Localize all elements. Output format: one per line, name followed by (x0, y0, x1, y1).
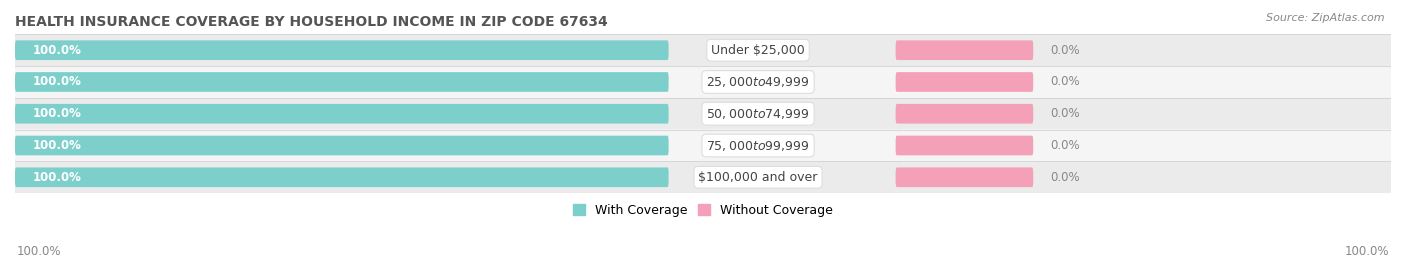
FancyBboxPatch shape (15, 98, 1391, 130)
Text: 100.0%: 100.0% (32, 107, 82, 120)
FancyBboxPatch shape (896, 136, 1033, 155)
FancyBboxPatch shape (15, 161, 1391, 193)
Text: 100.0%: 100.0% (17, 245, 62, 258)
Text: Under $25,000: Under $25,000 (711, 44, 804, 57)
Text: 0.0%: 0.0% (1050, 107, 1080, 120)
FancyBboxPatch shape (896, 104, 1033, 123)
Text: $100,000 and over: $100,000 and over (699, 171, 818, 184)
FancyBboxPatch shape (896, 167, 1033, 187)
Text: $50,000 to $74,999: $50,000 to $74,999 (706, 107, 810, 121)
FancyBboxPatch shape (15, 167, 669, 187)
Text: 0.0%: 0.0% (1050, 139, 1080, 152)
Text: 0.0%: 0.0% (1050, 44, 1080, 57)
Text: 0.0%: 0.0% (1050, 76, 1080, 89)
FancyBboxPatch shape (15, 130, 1391, 161)
Text: Source: ZipAtlas.com: Source: ZipAtlas.com (1267, 13, 1385, 23)
Text: HEALTH INSURANCE COVERAGE BY HOUSEHOLD INCOME IN ZIP CODE 67634: HEALTH INSURANCE COVERAGE BY HOUSEHOLD I… (15, 15, 607, 29)
FancyBboxPatch shape (896, 40, 1033, 60)
Text: 0.0%: 0.0% (1050, 171, 1080, 184)
Text: 100.0%: 100.0% (32, 139, 82, 152)
Text: 100.0%: 100.0% (1344, 245, 1389, 258)
Text: 100.0%: 100.0% (32, 44, 82, 57)
FancyBboxPatch shape (15, 40, 669, 60)
FancyBboxPatch shape (15, 72, 669, 92)
Text: 100.0%: 100.0% (32, 171, 82, 184)
Legend: With Coverage, Without Coverage: With Coverage, Without Coverage (568, 199, 838, 222)
FancyBboxPatch shape (896, 72, 1033, 92)
FancyBboxPatch shape (15, 66, 1391, 98)
Text: $25,000 to $49,999: $25,000 to $49,999 (706, 75, 810, 89)
Text: $75,000 to $99,999: $75,000 to $99,999 (706, 139, 810, 153)
Text: 100.0%: 100.0% (32, 76, 82, 89)
FancyBboxPatch shape (15, 34, 1391, 66)
FancyBboxPatch shape (15, 136, 669, 155)
FancyBboxPatch shape (15, 104, 669, 123)
